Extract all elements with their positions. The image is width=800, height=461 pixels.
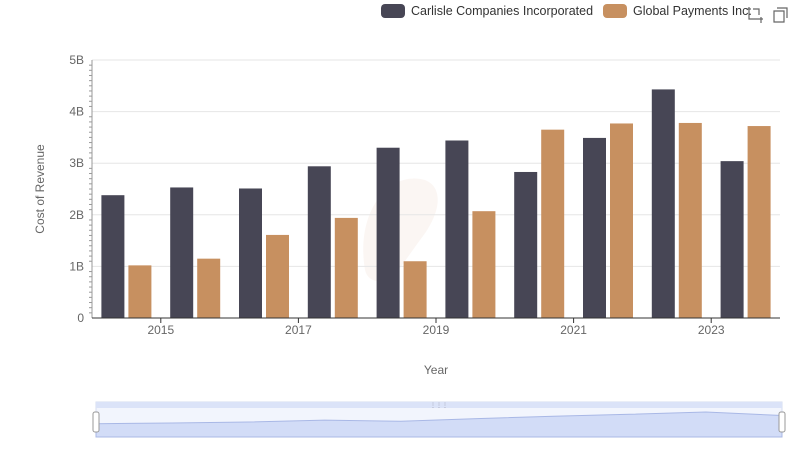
legend: Carlisle Companies Incorporated Global P…: [381, 4, 752, 18]
y-axis-title: Cost of Revenue: [33, 144, 47, 234]
x-tick-label: 2015: [147, 323, 174, 337]
bar-carlisle-2014[interactable]: [101, 195, 125, 318]
bar-global-payments-2014[interactable]: [128, 265, 152, 318]
x-axis-title: Year: [424, 363, 448, 377]
legend-swatch-global-payments: [603, 4, 628, 18]
x-tick-label: 2017: [285, 323, 312, 337]
bar-global-payments-2016[interactable]: [266, 234, 289, 318]
bar-global-payments-2018[interactable]: [403, 261, 427, 318]
y-axis: 0 1B 2B 3B 4B 5B: [69, 53, 93, 325]
zoom-icon[interactable]: [746, 6, 764, 24]
bar-global-payments-2017[interactable]: [334, 217, 358, 318]
y-tick-label: 4B: [69, 105, 84, 119]
bar-carlisle-2015[interactable]: [170, 187, 194, 318]
restore-icon[interactable]: [772, 6, 790, 24]
y-tick-label: 0: [77, 311, 84, 325]
bar-carlisle-2019[interactable]: [445, 140, 469, 318]
bar-global-payments-2021[interactable]: [610, 123, 633, 318]
bar-global-payments-2022[interactable]: [678, 122, 702, 319]
data-zoom-grip-icon: ⋮⋮⋮: [430, 403, 448, 409]
legend-item-carlisle[interactable]: Carlisle Companies Incorporated: [381, 4, 593, 18]
data-zoom-handle-right[interactable]: [778, 411, 786, 433]
y-tick-label: 5B: [69, 53, 84, 67]
data-zoom-slider[interactable]: ⋮⋮⋮: [92, 401, 786, 438]
data-zoom-preview-area: [95, 411, 783, 438]
x-tick-label: 2021: [560, 323, 587, 337]
y-tick-label: 1B: [69, 259, 84, 273]
toolbox: [746, 6, 790, 24]
legend-label-global-payments: Global Payments Inc.: [633, 4, 752, 18]
bar-carlisle-2018[interactable]: [376, 147, 400, 318]
bar-carlisle-2023[interactable]: [720, 161, 744, 318]
bars: [101, 89, 771, 319]
bar-global-payments-2019[interactable]: [472, 211, 496, 318]
bar-carlisle-2020[interactable]: [514, 171, 538, 318]
legend-item-global-payments[interactable]: Global Payments Inc.: [603, 4, 752, 18]
x-tick-label: 2019: [423, 323, 450, 337]
bar-carlisle-2021[interactable]: [583, 137, 606, 318]
bar-carlisle-2017[interactable]: [307, 166, 331, 318]
bar-carlisle-2016[interactable]: [239, 188, 262, 318]
bar-global-payments-2023[interactable]: [747, 126, 771, 318]
x-axis: 2015 2017 2019 2021 2023: [92, 317, 780, 337]
x-tick-label: 2023: [698, 323, 725, 337]
data-zoom-selection[interactable]: [96, 402, 782, 408]
bar-global-payments-2015[interactable]: [197, 258, 221, 318]
bar-carlisle-2022[interactable]: [651, 89, 675, 318]
legend-label-carlisle: Carlisle Companies Incorporated: [411, 4, 594, 18]
legend-swatch-carlisle: [381, 4, 405, 18]
y-tick-label: 3B: [69, 156, 84, 170]
data-zoom-handle-left[interactable]: [92, 411, 100, 433]
grid-lines: [92, 59, 780, 267]
y-tick-label: 2B: [69, 208, 84, 222]
bar-global-payments-2020[interactable]: [541, 129, 565, 318]
